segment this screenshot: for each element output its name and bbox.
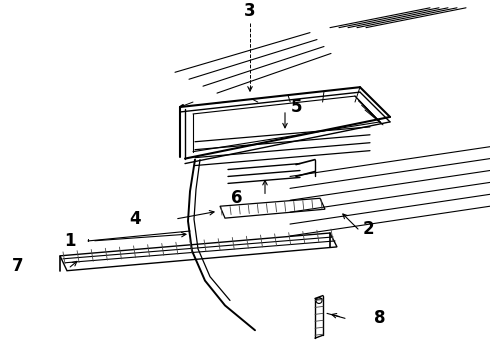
- Text: 6: 6: [231, 189, 243, 207]
- Text: 5: 5: [290, 98, 302, 116]
- Text: 7: 7: [12, 257, 24, 275]
- Text: 1: 1: [64, 232, 76, 250]
- Text: 3: 3: [244, 2, 256, 20]
- Text: 8: 8: [374, 309, 386, 327]
- Text: 2: 2: [362, 220, 374, 238]
- Text: 4: 4: [129, 210, 141, 228]
